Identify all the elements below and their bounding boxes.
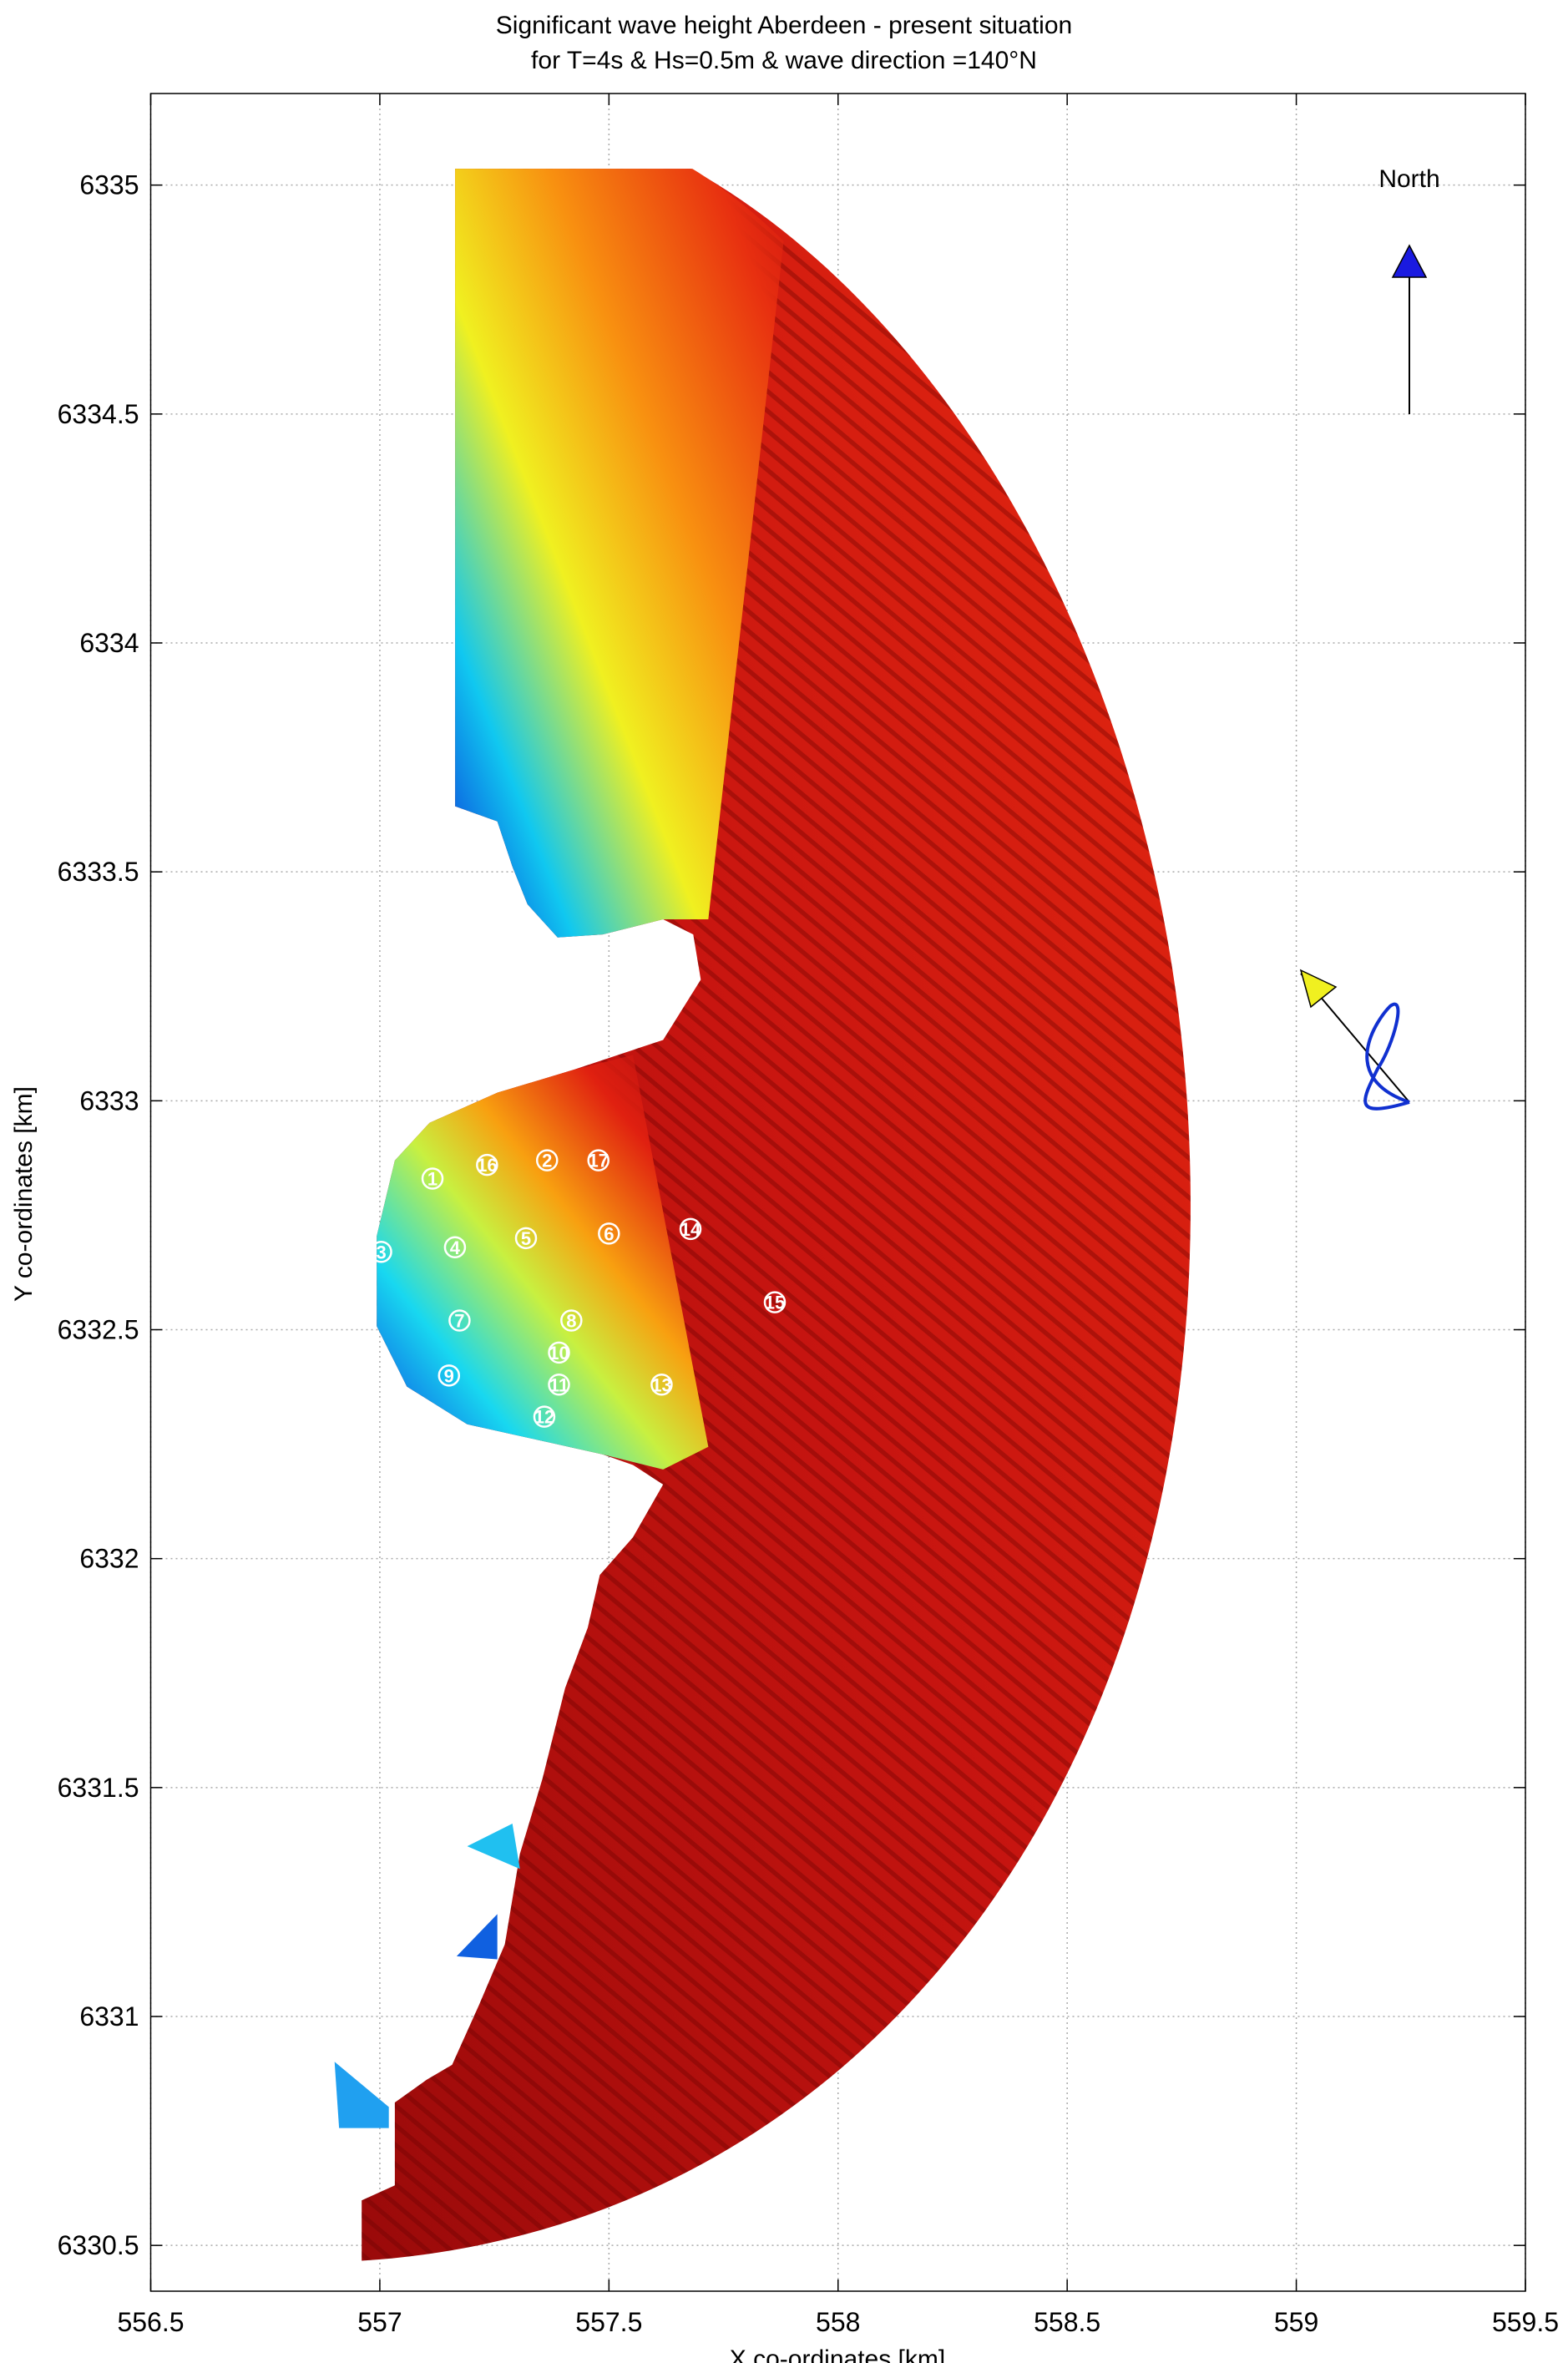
edge-patch <box>467 1824 520 1870</box>
y-tick-label: 6333.5 <box>58 857 139 887</box>
wave-field <box>334 169 1191 2261</box>
sheltered-zone-north <box>455 169 784 938</box>
station-label: 2 <box>542 1151 552 1171</box>
x-tick-label: 557 <box>357 2307 402 2337</box>
y-tick-label: 6334 <box>79 628 139 658</box>
station-label: 13 <box>651 1374 671 1395</box>
ticks: 556.5 557 557.5 558 558.5 559 559.5 6330.5 6331 6… <box>58 94 1559 2337</box>
y-tick-label: 6332.5 <box>58 1315 139 1345</box>
station-label: 3 <box>376 1242 386 1262</box>
station-marker <box>533 1405 556 1428</box>
north-label: North <box>1378 165 1439 193</box>
station-marker <box>438 1364 461 1387</box>
station-marker <box>421 1167 444 1190</box>
station-label: 7 <box>454 1311 464 1332</box>
station-marker <box>679 1217 702 1241</box>
y-tick-label: 6331.5 <box>58 1773 139 1803</box>
station-marker <box>598 1222 620 1245</box>
station-marker <box>443 1236 467 1259</box>
station-marker <box>535 1149 559 1171</box>
y-axis-label: Y co-ordinates [km] <box>10 1086 38 1302</box>
station-label: 6 <box>604 1223 614 1244</box>
station-label: 14 <box>680 1219 701 1240</box>
station-label: 9 <box>444 1365 454 1386</box>
station-marker <box>763 1291 787 1313</box>
x-tick-label: 556.5 <box>117 2307 184 2337</box>
station-label: 15 <box>765 1293 785 1313</box>
station-label: 17 <box>588 1151 608 1171</box>
x-tick-label: 558.5 <box>1034 2307 1100 2337</box>
station-marker <box>548 1374 570 1396</box>
x-tick-label: 559 <box>1274 2307 1318 2337</box>
station-label: 16 <box>477 1155 497 1176</box>
station-label: 4 <box>450 1237 461 1258</box>
x-axis-label: X co-ordinates [km] <box>730 2345 945 2363</box>
station-marker <box>650 1374 673 1396</box>
station-label: 11 <box>549 1374 569 1395</box>
station-label: 12 <box>534 1407 554 1428</box>
y-tick-label: 6330.5 <box>58 2230 139 2260</box>
station-marker <box>587 1149 609 1171</box>
y-tick-label: 6331 <box>79 2001 139 2032</box>
x-tick-label: 559.5 <box>1492 2307 1559 2337</box>
chart-subtitle: for T=4s & Hs=0.5m & wave direction =140… <box>531 47 1037 74</box>
y-tick-label: 6334.5 <box>58 399 139 429</box>
station-marker <box>476 1153 498 1176</box>
x-tick-label: 558 <box>816 2307 860 2337</box>
station-marker <box>448 1309 471 1332</box>
y-tick-label: 6335 <box>79 170 139 200</box>
wave-direction-icon <box>1299 969 1410 1111</box>
edge-patch <box>334 2062 389 2128</box>
station-label: 8 <box>566 1311 576 1332</box>
sheltered-zone-bay <box>377 1055 709 1470</box>
station-marker <box>548 1341 570 1364</box>
station-label: 10 <box>549 1343 569 1364</box>
edge-patch <box>456 1914 498 1960</box>
north-arrow: North <box>1378 165 1440 414</box>
station-marker <box>514 1227 538 1250</box>
x-tick-label: 557.5 <box>575 2307 642 2337</box>
station-marker <box>370 1241 392 1263</box>
station-marker <box>560 1309 583 1332</box>
station-label: 5 <box>521 1228 531 1249</box>
y-tick-label: 6333 <box>79 1085 139 1116</box>
station-label: 1 <box>427 1169 438 1190</box>
y-tick-label: 6332 <box>79 1544 139 1574</box>
chart-title: Significant wave height Aberdeen - prese… <box>496 12 1072 39</box>
